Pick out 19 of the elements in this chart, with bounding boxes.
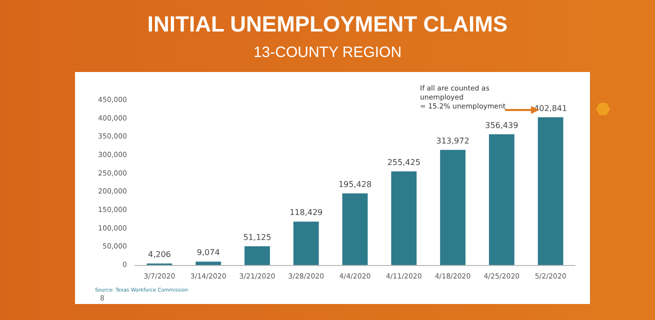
data-label: 118,429: [290, 208, 323, 218]
data-label: 195,428: [338, 180, 372, 189]
bar: [244, 246, 270, 265]
bar: [440, 150, 466, 265]
bar: [391, 171, 417, 265]
chart-subtitle: 13-COUNTY REGION: [253, 44, 402, 61]
data-label: 255,425: [387, 158, 420, 167]
bar: [196, 262, 222, 265]
bar: [538, 117, 564, 265]
data-label: 51,125: [243, 232, 272, 242]
bar: [342, 193, 368, 265]
data-label: 356,439: [485, 120, 518, 130]
chart-title: INITIAL UNEMPLOYMENT CLAIMS: [147, 12, 508, 36]
data-label: 4,206: [148, 250, 171, 259]
data-label: 313,972: [436, 136, 470, 146]
bar: [293, 222, 319, 265]
data-label: 9,074: [196, 248, 220, 258]
data-label: 402,841: [534, 104, 568, 113]
bar: [488, 134, 514, 265]
